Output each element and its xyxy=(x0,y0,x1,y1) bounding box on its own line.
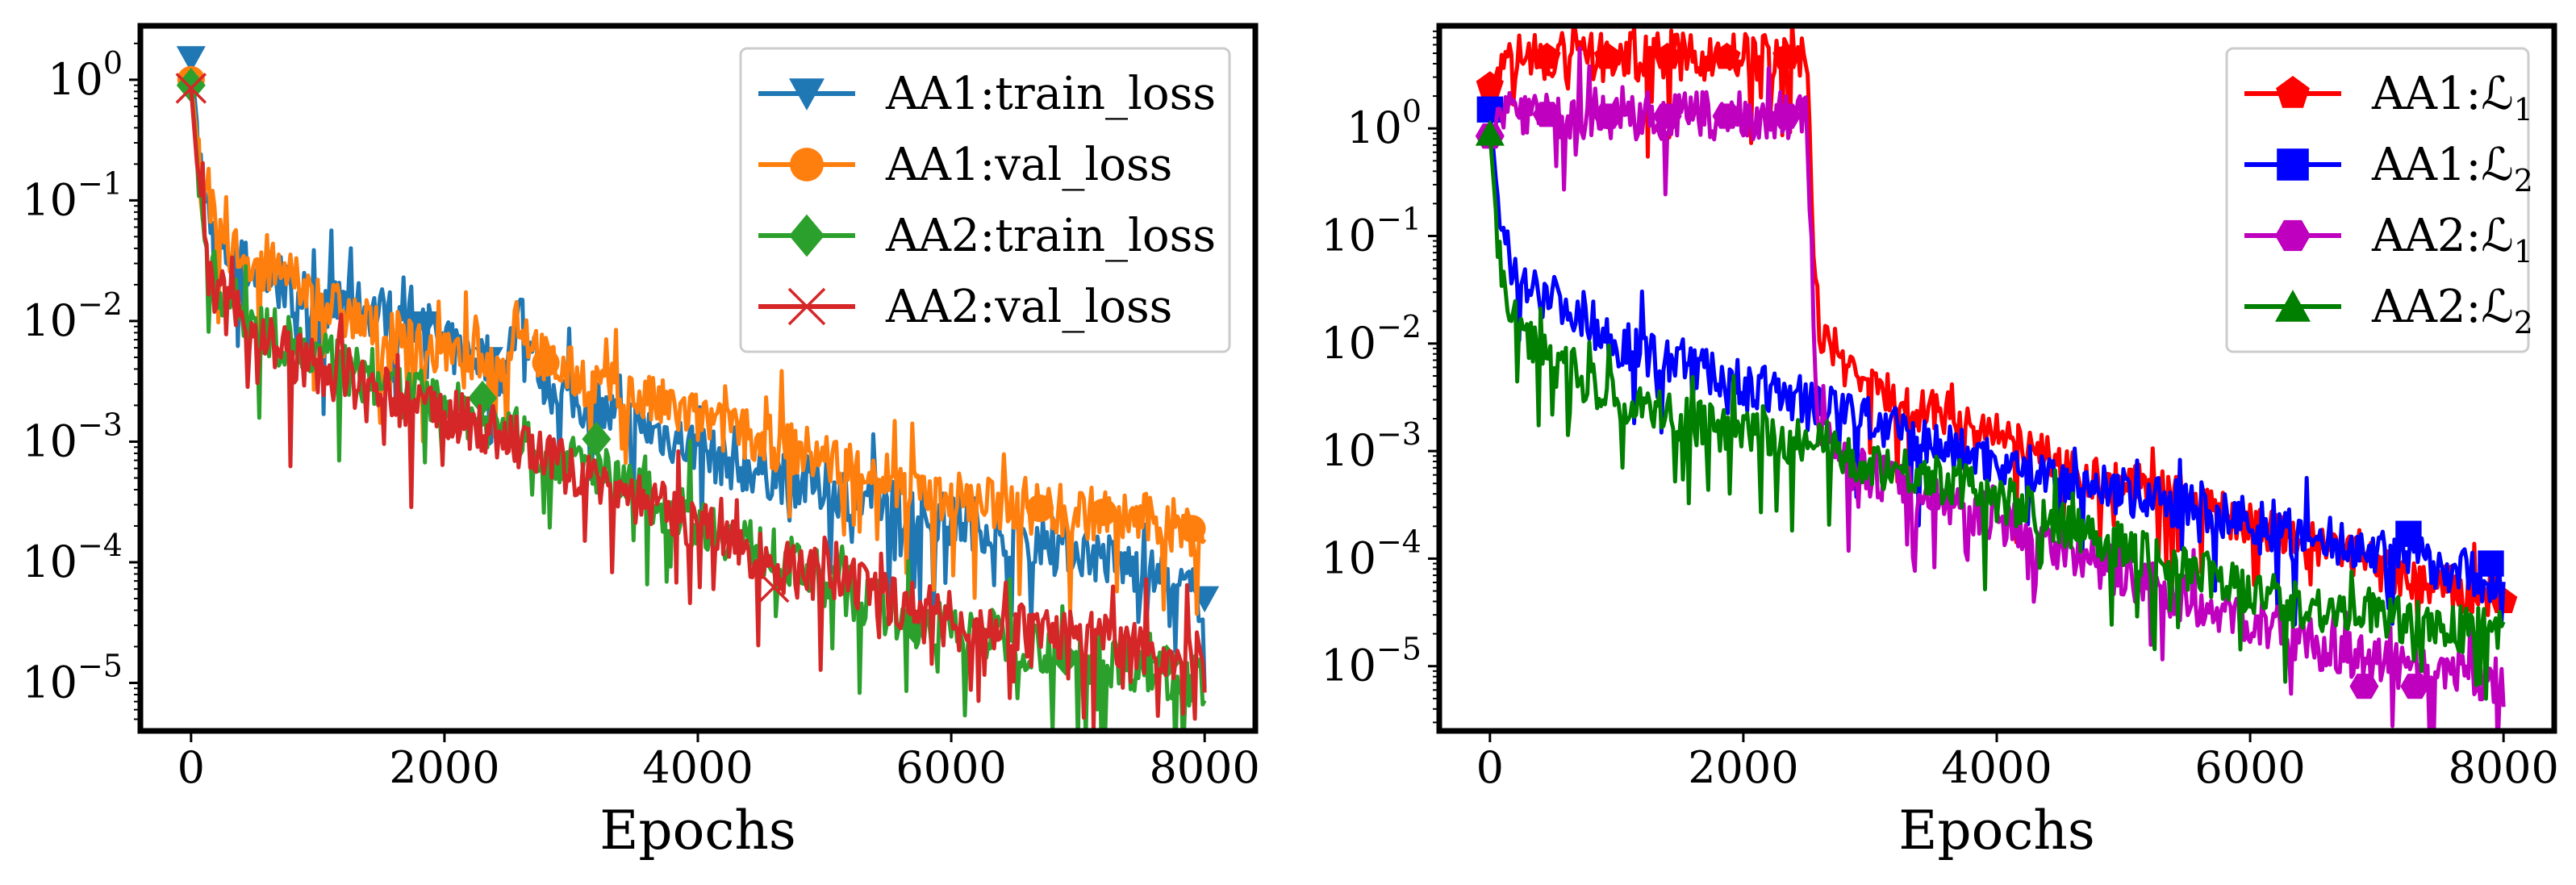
series-1-marker xyxy=(1178,515,1206,543)
series-line-3 xyxy=(189,88,1207,731)
series-2-marker xyxy=(1593,103,1622,129)
y-tick-label: 100 xyxy=(1346,94,1422,153)
x-axis-label: Epochs xyxy=(1898,799,2095,862)
legend-label: AA1:train_loss xyxy=(885,68,1216,120)
y-tick-label: 100 xyxy=(48,45,123,105)
series-0-marker xyxy=(1593,42,1622,69)
y-tick-label: 10−4 xyxy=(1321,524,1422,583)
legend-marker xyxy=(789,78,825,111)
series-0-marker xyxy=(1476,71,1504,98)
series-line-3 xyxy=(1488,133,2506,701)
series-2-marker xyxy=(582,421,612,457)
y-tick-label: 10−1 xyxy=(22,165,123,225)
legend-marker xyxy=(2275,219,2311,252)
x-tick-label: 8000 xyxy=(1149,742,1259,793)
series-0-marker xyxy=(1713,42,1741,69)
plot-area xyxy=(175,46,1220,731)
y-tick-label: 10−2 xyxy=(1321,309,1422,369)
legend-marker xyxy=(787,287,826,326)
series-2-marker xyxy=(2400,674,2430,699)
legend: AA1:train_loss AA1:val_loss AA2:train_loss… xyxy=(739,47,1231,353)
series-3-marker xyxy=(175,73,207,104)
legend-label: AA2:ℒ1 xyxy=(2371,210,2533,269)
x-tick-label: 4000 xyxy=(1941,742,2052,793)
chart-left: 0 2000 4000 6000 8000 100 10−1 10−2 10−3 10−4 10−5… xyxy=(22,23,1260,862)
series-1-marker xyxy=(2478,550,2504,577)
y-tick-label: 10−2 xyxy=(22,286,123,346)
y-tick-label: 10−5 xyxy=(22,648,123,708)
legend-label: AA2:val_loss xyxy=(885,281,1172,333)
series-1-marker xyxy=(1025,495,1054,523)
y-tick-label: 10−4 xyxy=(22,528,123,587)
legend-label: AA2:train_loss xyxy=(885,210,1216,262)
x-tick-label: 2000 xyxy=(1688,742,1798,793)
series-0-marker xyxy=(176,46,206,73)
y-tick-label: 10−3 xyxy=(22,407,123,466)
x-tick-label: 2000 xyxy=(389,742,499,793)
series-2-marker xyxy=(898,607,928,643)
series-line-1 xyxy=(1488,109,2506,627)
x-tick-label: 4000 xyxy=(642,742,753,793)
series-3-marker xyxy=(1475,119,1505,146)
series-2-marker xyxy=(1772,103,1802,129)
plot-area xyxy=(1475,26,2518,731)
legend-marker xyxy=(2277,148,2309,181)
x-tick-label: 0 xyxy=(177,742,205,793)
legend-label: AA1:ℒ1 xyxy=(2371,68,2533,127)
legend: AA1:ℒ1 AA1:ℒ2 AA2:ℒ1 AA2:ℒ2 xyxy=(2225,47,2533,353)
legend-marker xyxy=(789,214,825,257)
legend-box xyxy=(739,47,1231,353)
x-tick-label: 8000 xyxy=(2448,742,2558,793)
chart-right: 0 2000 4000 6000 8000 100 10−1 10−2 10−3 10−4 10−5… xyxy=(1321,23,2559,862)
series-2-marker xyxy=(1532,102,1562,127)
legend-marker xyxy=(2276,76,2310,108)
legend-box xyxy=(2225,47,2530,353)
series-0-marker xyxy=(411,311,440,338)
series-0-marker xyxy=(1533,42,1561,69)
series-2-marker xyxy=(468,380,498,415)
series-2-marker xyxy=(2349,674,2379,699)
legend-marker xyxy=(2275,290,2311,322)
legend-label: AA2:ℒ2 xyxy=(2371,281,2533,340)
legend-marker xyxy=(790,148,824,182)
series-0-marker xyxy=(1772,42,1801,69)
series-line-0 xyxy=(1488,26,2504,640)
x-axis-label: Epochs xyxy=(599,799,796,862)
series-1-marker xyxy=(1089,498,1117,527)
x-tick-label: 0 xyxy=(1476,742,1504,793)
x-tick-label: 6000 xyxy=(896,742,1006,793)
y-tick-label: 10−1 xyxy=(1321,202,1422,261)
x-tick-label: 6000 xyxy=(2194,742,2305,793)
series-2-marker xyxy=(1712,103,1742,129)
series-1-marker xyxy=(2395,520,2422,547)
y-tick-label: 10−5 xyxy=(1321,632,1422,691)
legend-label: AA1:ℒ2 xyxy=(2371,139,2533,198)
series-0-marker xyxy=(1653,42,1681,69)
series-2-marker xyxy=(1652,103,1682,129)
series-3-marker xyxy=(758,571,790,603)
legend-label: AA1:val_loss xyxy=(885,139,1172,191)
y-tick-label: 10−3 xyxy=(1321,416,1422,476)
series-1-marker xyxy=(532,349,560,377)
